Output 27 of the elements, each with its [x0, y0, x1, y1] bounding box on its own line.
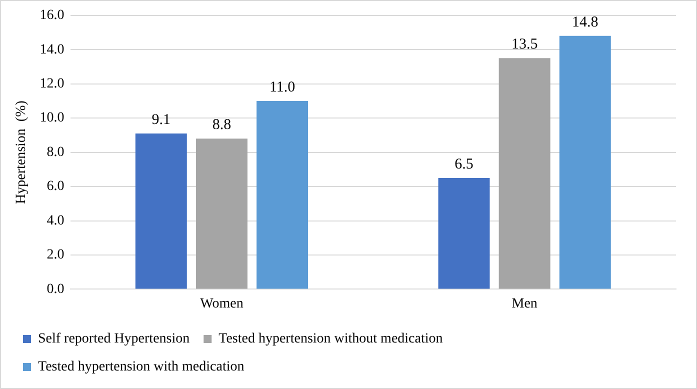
- bar: [196, 138, 248, 289]
- bar: [559, 36, 611, 289]
- y-tick-label: 14.0: [40, 42, 64, 58]
- legend-label: Self reported Hypertension: [38, 332, 190, 347]
- y-tick-label: 8.0: [46, 144, 64, 160]
- data-label: 14.8: [572, 14, 598, 30]
- y-axis-title: Hypertension (%): [14, 100, 30, 204]
- y-tick-label: 6.0: [46, 179, 64, 194]
- y-tick-label: 10.0: [40, 110, 64, 126]
- bar: [498, 58, 550, 289]
- y-tick-label: 12.0: [40, 76, 64, 92]
- data-label: 13.5: [511, 36, 538, 53]
- data-label: 8.8: [212, 117, 232, 134]
- x-tick-label: Men: [512, 296, 538, 312]
- y-tick-label: 16.0: [40, 8, 64, 24]
- bar: [135, 133, 187, 289]
- data-label: 9.1: [152, 112, 171, 128]
- bar: [256, 100, 308, 289]
- data-label: 11.0: [269, 79, 296, 96]
- x-tick-label: Women: [200, 296, 244, 312]
- y-tick-label: 2.0: [46, 248, 64, 263]
- legend-label: Tested hypertension with medication: [38, 360, 244, 375]
- legend-label: Tested hypertension without medication: [218, 332, 443, 347]
- bar: [438, 178, 490, 289]
- y-tick-label: 0.0: [46, 282, 64, 297]
- data-label: 6.5: [454, 156, 474, 172]
- y-tick-label: 4.0: [46, 213, 64, 228]
